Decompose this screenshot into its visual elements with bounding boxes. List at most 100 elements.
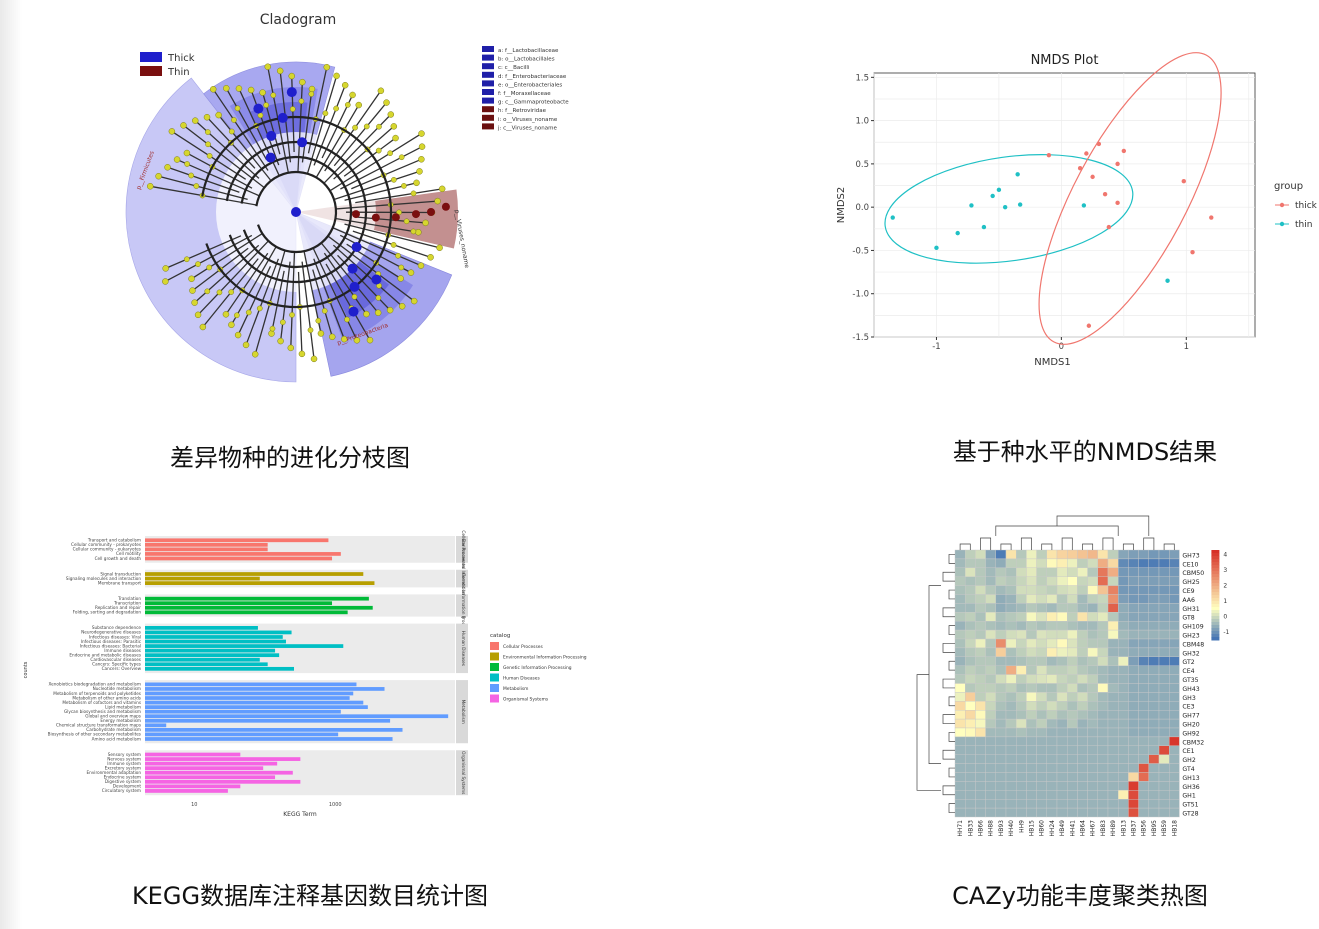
- heatmap-cell: [1107, 603, 1119, 613]
- heatmap-cell: [975, 701, 986, 711]
- kegg-category-label: Development: [113, 784, 142, 789]
- tree-leaf-node: [203, 113, 211, 121]
- heatmap-cell: [1158, 701, 1170, 711]
- heatmap-cell: [1005, 674, 1017, 684]
- heatmap-cell: [995, 576, 1007, 586]
- heatmap-cell: [1169, 567, 1180, 577]
- heatmap-cell: [1169, 701, 1180, 711]
- heatmap-cell: [1036, 781, 1048, 791]
- heatmap-cell: [1087, 638, 1099, 649]
- heatmap-cell: [1169, 781, 1180, 791]
- kegg-category-label: Circulatory system: [102, 788, 141, 793]
- tree-leaf-node: [436, 244, 443, 252]
- heatmap-cell: [1097, 736, 1109, 746]
- tree-leaf-node: [194, 311, 202, 319]
- legend-swatch: [490, 694, 499, 703]
- heatmap-cell: [1148, 727, 1160, 738]
- enriched-node-thick: [347, 263, 358, 274]
- kegg-bar: [145, 709, 341, 714]
- colorbar-segment: [1211, 613, 1220, 617]
- heatmap-cell: [1066, 790, 1078, 800]
- kegg-bar: [145, 662, 268, 667]
- dendrogram-branch: [928, 585, 941, 764]
- dendrogram-branch: [948, 554, 955, 564]
- taxa-legend-swatch: [482, 80, 494, 87]
- heatmap-cell: [975, 772, 986, 782]
- heatmap-cell: [1056, 683, 1068, 693]
- tree-branch: [165, 235, 242, 269]
- heatmap-cell: [1148, 612, 1160, 622]
- heatmap-cell: [1128, 763, 1139, 773]
- heatmap-cell: [1005, 781, 1017, 791]
- tree-leaf-node: [183, 149, 191, 157]
- enriched-node-thin: [391, 213, 400, 222]
- point-thick: [1190, 249, 1195, 255]
- heatmap-cell: [1138, 612, 1150, 622]
- column-label: HB66: [978, 820, 985, 836]
- caption-nmds: 基于种水平的NMDS结果: [952, 438, 1218, 466]
- heatmap-cell: [1077, 799, 1088, 809]
- tree-branch: [351, 158, 422, 190]
- heatmap-cell: [1036, 683, 1048, 693]
- heatmap-cell: [1148, 692, 1160, 702]
- cazy-heatmap: GH73CE10CBM50GH25CE9AA6GH31GT8GH109GH23C…: [916, 515, 1230, 837]
- tree-inner-node: [375, 295, 382, 301]
- heatmap-cell: [1005, 807, 1017, 818]
- heatmap-cell: [1169, 665, 1180, 675]
- heatmap-cell: [985, 576, 996, 586]
- heatmap-cell: [1097, 763, 1109, 773]
- tree-inner-node: [234, 105, 241, 112]
- tree-inner-node: [344, 102, 351, 108]
- kegg-bar: [145, 630, 292, 635]
- heatmap-cell: [1138, 709, 1150, 720]
- tree-inner-node: [387, 150, 393, 157]
- heatmap-cell: [1036, 763, 1048, 773]
- dendrogram-branch: [948, 803, 955, 813]
- heatmap-cell: [1128, 772, 1139, 782]
- heatmap-cell: [1169, 549, 1180, 560]
- row-label: CBM32: [1182, 739, 1204, 746]
- legend-label-thin: Thin: [167, 67, 190, 78]
- heatmap-cell: [1036, 576, 1048, 586]
- heatmap-cell: [1046, 567, 1058, 577]
- kegg-category-label: Endocrine system: [104, 775, 141, 780]
- kegg-bar: [145, 757, 301, 761]
- kegg-bar: [145, 775, 276, 780]
- heatmap-cell: [1117, 638, 1129, 649]
- heatmap-cell: [995, 754, 1007, 764]
- heatmap-cell: [1026, 763, 1037, 773]
- legend-swatch-thick: [140, 52, 162, 62]
- heatmap-cell: [975, 727, 986, 738]
- point-thick: [1096, 141, 1102, 147]
- heatmap-cell: [1148, 674, 1160, 684]
- heatmap-cell: [1117, 763, 1129, 773]
- kegg-category-label: Infectious diseases: Parasitic: [81, 639, 142, 644]
- facet-strip: [456, 623, 468, 674]
- heatmap-cell: [1056, 665, 1068, 675]
- row-dendrogram: [916, 554, 955, 813]
- row-label: AA6: [1182, 597, 1195, 604]
- heatmap-cell: [1128, 674, 1139, 684]
- kegg-bar: [145, 556, 333, 561]
- heatmap-cell: [1158, 745, 1170, 755]
- tree-inner-node: [375, 147, 382, 154]
- heatmap-cell: [1036, 638, 1048, 649]
- heatmap-cell: [1026, 567, 1037, 577]
- heatmap-cell: [1077, 736, 1088, 746]
- heatmap-cell: [1148, 754, 1160, 764]
- tree-inner-node: [376, 123, 382, 130]
- heatmap-cell: [1097, 745, 1109, 755]
- facet-strip-label: Cellular Processes: [461, 530, 466, 568]
- tree-leaf-node: [164, 164, 171, 171]
- heatmap-cell: [1026, 603, 1037, 613]
- point-thick: [1106, 224, 1112, 230]
- heatmap-cell: [975, 807, 986, 818]
- heatmap-cell: [975, 718, 986, 729]
- kegg-category-label: Translation: [117, 596, 141, 601]
- heatmap-cell: [1128, 612, 1139, 622]
- heatmap-cell: [1056, 807, 1068, 818]
- tree-inner-node: [351, 293, 358, 300]
- colorbar-segment: [1211, 559, 1220, 563]
- heatmap-cell: [1158, 576, 1170, 586]
- heatmap-cell: [1056, 594, 1068, 604]
